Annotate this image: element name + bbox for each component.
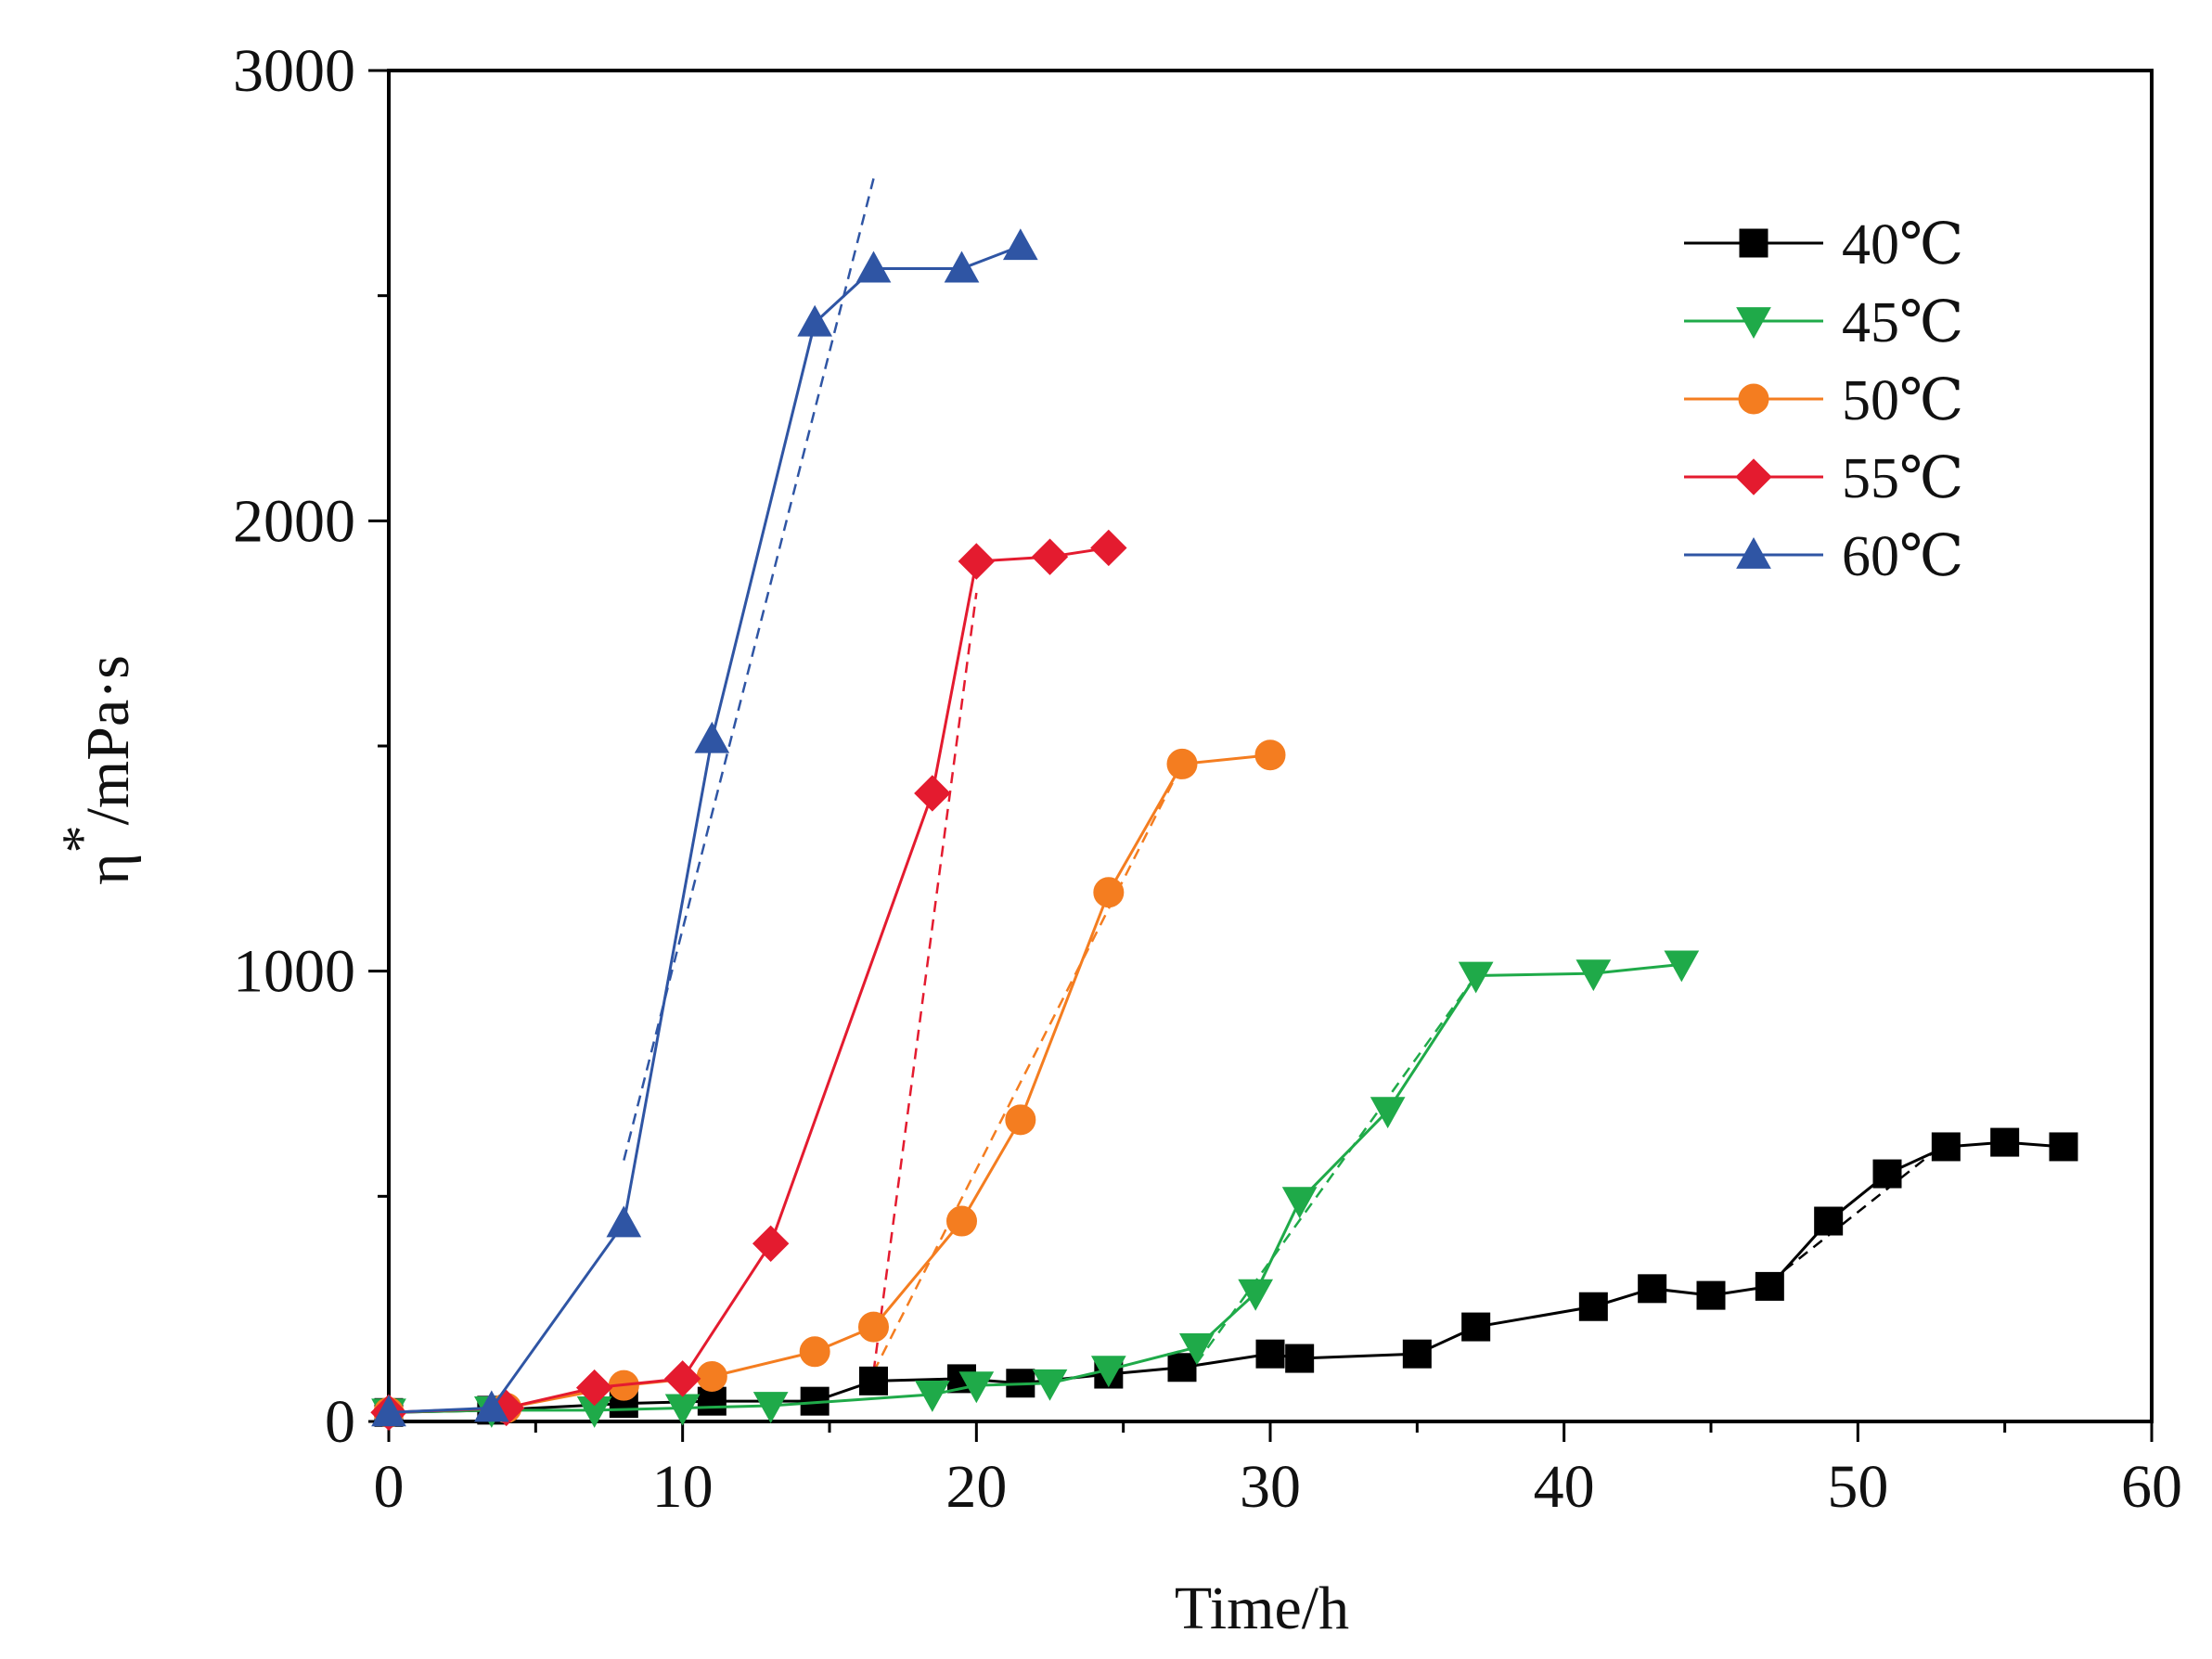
- series-line: [388, 546, 1110, 1414]
- data-point: [1178, 1333, 1215, 1365]
- series-60℃: [371, 228, 1038, 1427]
- data-point: [1093, 877, 1125, 908]
- legend-item: 55℃: [1684, 447, 1963, 510]
- data-point: [1005, 1104, 1036, 1136]
- data-point: [696, 1360, 727, 1392]
- data-point: [1090, 1356, 1126, 1388]
- data-point: [1031, 538, 1069, 575]
- data-point: [2049, 1132, 2078, 1162]
- data-point: [1664, 950, 1700, 983]
- data-point: [946, 1205, 977, 1237]
- data-point: [855, 251, 892, 283]
- data-point: [606, 1205, 642, 1238]
- data-point: [799, 1336, 830, 1368]
- data-point: [697, 1386, 727, 1416]
- legend-marker: [1736, 307, 1771, 340]
- data-point: [371, 1395, 406, 1427]
- x-tick-label: 10: [652, 1453, 714, 1521]
- y-axis-title-superscript: *: [51, 825, 112, 853]
- legend: 40℃ 45℃ 50℃ 55℃ 60℃: [1684, 213, 1963, 588]
- data-point: [1032, 1369, 1068, 1401]
- legend-item: 45℃: [1684, 291, 1963, 354]
- fit-line: [1768, 1141, 1948, 1283]
- data-point: [1458, 961, 1494, 994]
- y-axis-title: η*/mPa·s: [51, 655, 142, 885]
- series-group: [370, 228, 2078, 1432]
- x-tick-label: 30: [1240, 1453, 1301, 1521]
- series-45℃: [371, 950, 1700, 1431]
- data-point: [1370, 1097, 1406, 1129]
- data-point: [1166, 748, 1198, 779]
- legend-marker: [1738, 383, 1769, 415]
- data-point: [1578, 1292, 1608, 1321]
- data-point: [1872, 1159, 1902, 1189]
- data-point: [1814, 1206, 1844, 1236]
- data-point: [694, 721, 730, 753]
- series-line: [388, 244, 1022, 1414]
- data-point: [1575, 959, 1612, 992]
- y-axis-title-symbol: η: [74, 853, 142, 885]
- legend-label: 45℃: [1842, 291, 1963, 354]
- y-axis: 0 1000 2000 3000: [233, 37, 389, 1456]
- x-tick-label: 20: [945, 1453, 1007, 1521]
- series-line: [388, 1140, 2064, 1414]
- data-point: [858, 1311, 889, 1343]
- y-tick-label: 2000: [233, 487, 355, 555]
- data-point: [1931, 1132, 1961, 1162]
- data-point: [1402, 1339, 1432, 1369]
- data-point: [1696, 1280, 1726, 1310]
- data-point: [1990, 1127, 2020, 1157]
- legend-marker: [1739, 228, 1768, 258]
- data-point: [663, 1360, 701, 1397]
- x-tick-label: 50: [1827, 1453, 1888, 1521]
- legend-label: 40℃: [1842, 213, 1963, 276]
- legend-item: 50℃: [1684, 369, 1963, 432]
- data-point: [1238, 1279, 1274, 1311]
- data-point: [752, 1225, 790, 1263]
- fit-line: [872, 763, 1184, 1373]
- data-point: [958, 543, 996, 580]
- fit-lines: [623, 178, 1948, 1373]
- y-tick-label: 1000: [233, 938, 355, 1006]
- legend-label: 50℃: [1842, 369, 1963, 432]
- x-tick-label: 60: [2121, 1453, 2182, 1521]
- x-tick-label: 0: [374, 1453, 405, 1521]
- data-point: [914, 775, 951, 812]
- data-point: [797, 304, 833, 337]
- data-point: [1255, 1339, 1285, 1369]
- data-point: [1285, 1344, 1315, 1373]
- data-point: [1167, 1353, 1197, 1382]
- data-point: [1461, 1312, 1491, 1342]
- legend-label: 60℃: [1842, 525, 1963, 588]
- data-point: [958, 1371, 995, 1404]
- data-point: [1254, 739, 1286, 771]
- data-point: [1755, 1271, 1784, 1301]
- x-axis: 0 10 20 30 40 50 60: [374, 1421, 2182, 1521]
- legend-marker: [1735, 458, 1772, 495]
- legend-item: 60℃: [1684, 525, 1963, 588]
- fit-line: [1195, 974, 1477, 1364]
- data-point: [859, 1366, 888, 1395]
- data-point: [1281, 1187, 1318, 1219]
- data-point: [473, 1390, 509, 1422]
- legend-label: 55℃: [1842, 447, 1963, 510]
- data-point: [1090, 529, 1127, 567]
- legend-item: 40℃: [1684, 213, 1963, 276]
- x-tick-label: 40: [1534, 1453, 1595, 1521]
- fit-line: [872, 592, 978, 1372]
- data-point: [944, 251, 980, 283]
- data-point: [1638, 1274, 1667, 1304]
- y-axis-title-unit: /mPa·s: [74, 655, 142, 825]
- x-axis-title: Time/h: [1175, 1575, 1349, 1642]
- series-line: [388, 962, 1682, 1414]
- data-point: [914, 1380, 950, 1412]
- y-tick-label: 3000: [233, 37, 355, 105]
- data-point: [575, 1369, 613, 1407]
- y-tick-label: 0: [325, 1388, 355, 1456]
- data-point: [752, 1392, 789, 1424]
- legend-marker: [1736, 536, 1771, 569]
- data-point: [1002, 228, 1038, 261]
